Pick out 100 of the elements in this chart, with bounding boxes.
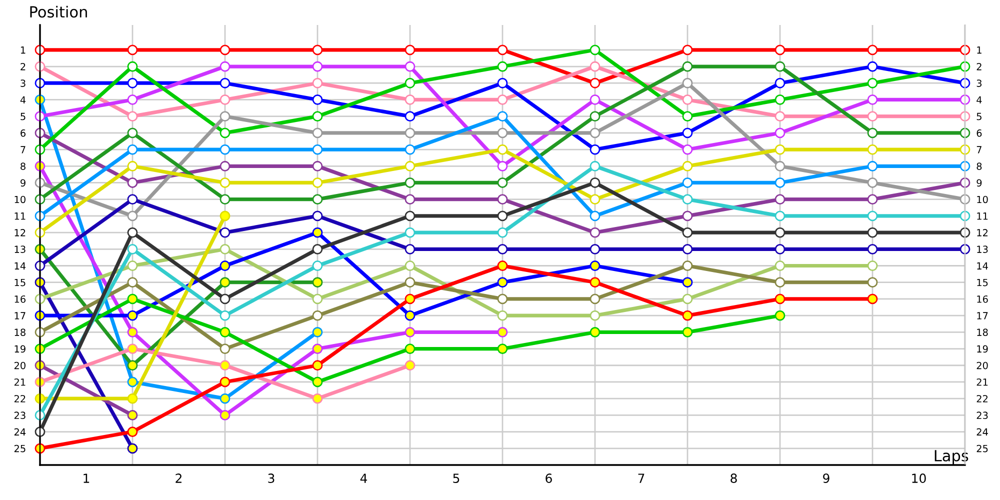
point	[497, 310, 508, 321]
point	[682, 78, 693, 88]
point	[312, 344, 323, 354]
point	[312, 178, 323, 188]
point	[774, 178, 786, 188]
point	[404, 160, 416, 172]
point	[220, 310, 230, 321]
point	[590, 160, 600, 172]
y-tick-label: 6	[20, 129, 26, 137]
point	[127, 178, 138, 188]
x-tick-label: 9	[823, 474, 830, 484]
y2-tick-label: 9	[976, 179, 982, 187]
point	[867, 61, 878, 72]
y2-tick-label: 11	[977, 212, 988, 220]
point	[127, 194, 138, 205]
point	[682, 260, 693, 271]
point	[312, 294, 323, 304]
point	[497, 160, 508, 172]
y-tick-label: 8	[20, 162, 26, 170]
point	[127, 410, 138, 420]
point	[404, 144, 416, 155]
point	[867, 78, 878, 88]
y-tick-label: 20	[14, 362, 26, 370]
y2-tick-label: 10	[977, 196, 988, 204]
y2-tick-label: 7	[976, 146, 982, 154]
point	[590, 61, 600, 72]
point	[127, 310, 138, 321]
point	[682, 210, 693, 222]
y-tick-label: 3	[20, 80, 26, 87]
point	[590, 144, 600, 155]
x-axis-title: Laps	[934, 450, 968, 464]
y2-tick-label: 22	[976, 395, 988, 402]
y2-tick-label: 25	[976, 444, 988, 452]
y2-tick-label: 6	[976, 129, 982, 137]
point	[220, 294, 230, 304]
point	[497, 78, 508, 88]
point	[497, 61, 508, 72]
point	[497, 260, 508, 271]
point	[312, 61, 323, 72]
point	[312, 44, 323, 56]
point	[590, 44, 600, 56]
y2-tick-label: 2	[976, 62, 982, 70]
x-tick-label: 10	[912, 474, 926, 484]
point	[774, 144, 786, 155]
point	[774, 194, 786, 205]
point	[220, 78, 230, 88]
y-tick-label: 19	[14, 345, 26, 353]
point	[127, 128, 138, 138]
point	[220, 393, 230, 404]
y-tick-label: 13	[14, 246, 26, 253]
y2-tick-label: 17	[977, 312, 988, 320]
point	[867, 294, 878, 304]
point	[127, 144, 138, 155]
point	[404, 78, 416, 88]
x-tick-label: 7	[638, 474, 644, 483]
y-tick-label: 2	[20, 62, 26, 70]
point	[127, 111, 138, 122]
point	[867, 227, 878, 238]
point	[404, 277, 416, 288]
point	[127, 44, 138, 56]
point	[312, 310, 323, 321]
point	[312, 393, 323, 404]
point	[867, 111, 878, 122]
point	[497, 210, 508, 222]
point	[774, 310, 786, 321]
point	[220, 376, 230, 388]
point	[497, 111, 508, 122]
point	[497, 244, 508, 254]
point	[497, 194, 508, 205]
point	[682, 111, 693, 122]
point	[127, 376, 138, 388]
point	[127, 426, 138, 437]
point	[774, 44, 786, 56]
point	[404, 360, 416, 371]
point	[312, 360, 323, 371]
y2-tick-label: 13	[977, 246, 988, 253]
point	[127, 326, 138, 338]
x-tick-label: 2	[176, 474, 182, 483]
point	[404, 294, 416, 304]
x-tick-label: 4	[360, 474, 368, 483]
point	[220, 210, 230, 222]
point	[127, 94, 138, 105]
point	[220, 61, 230, 72]
y2-tick-label: 18	[977, 328, 988, 336]
point	[682, 227, 693, 238]
point	[497, 178, 508, 188]
y2-tick-label: 20	[976, 362, 988, 370]
y-tick-label: 4	[20, 96, 26, 104]
y2-tick-label: 19	[977, 345, 988, 353]
point	[590, 260, 600, 271]
point	[682, 277, 693, 288]
y2-tick-label: 24	[976, 428, 988, 436]
point	[682, 128, 693, 138]
point	[497, 128, 508, 138]
point	[590, 111, 600, 122]
point	[127, 443, 138, 454]
y2-tick-label: 5	[976, 112, 982, 120]
y-tick-label: 18	[14, 328, 26, 336]
y-tick-label: 15	[14, 278, 26, 286]
point	[590, 294, 600, 304]
